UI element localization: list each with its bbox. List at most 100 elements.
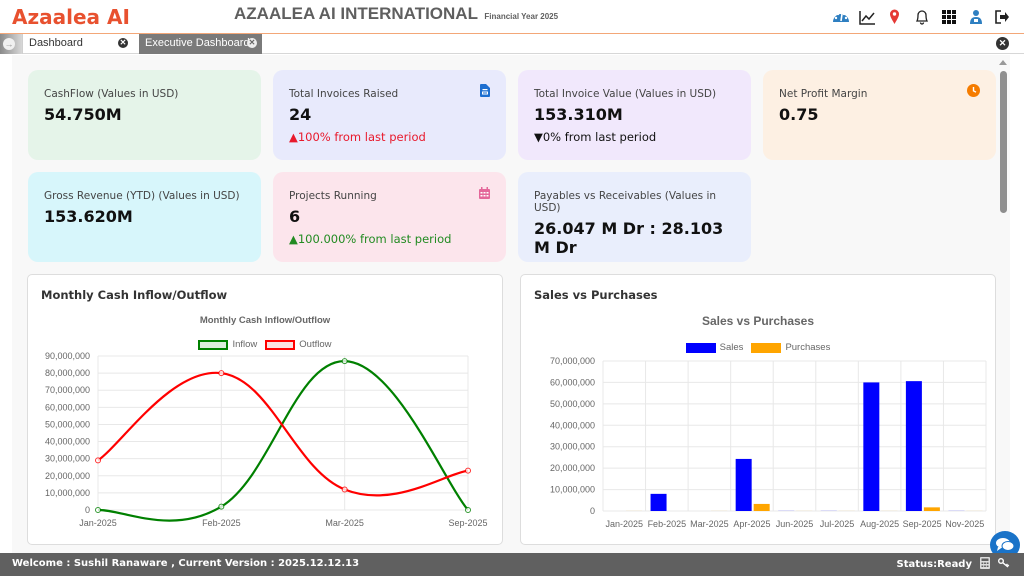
- tab-executive-dashboard[interactable]: Executive Dashboard ✕: [139, 34, 262, 54]
- calculator-icon[interactable]: [980, 557, 990, 572]
- legend-item-outflow[interactable]: Outflow: [265, 339, 332, 350]
- card-cashflow[interactable]: CashFlow (Values in USD) 54.750M: [28, 70, 261, 160]
- legend-label: Purchases: [785, 342, 831, 353]
- key-icon[interactable]: [998, 558, 1010, 571]
- apps-grid-icon[interactable]: [935, 7, 962, 27]
- tab-label: Dashboard: [29, 37, 83, 49]
- legend-swatch: [685, 342, 716, 353]
- close-all-tabs-icon[interactable]: ✕: [996, 37, 1009, 50]
- scroll-up-arrow-icon[interactable]: [999, 60, 1007, 65]
- svg-text:Sep-2025: Sep-2025: [903, 519, 942, 529]
- location-pin-icon[interactable]: [881, 7, 908, 27]
- svg-text:30,000,000: 30,000,000: [45, 454, 90, 464]
- clock-icon: [967, 84, 980, 102]
- svg-text:20,000,000: 20,000,000: [550, 463, 595, 473]
- card-value: 0.75: [779, 105, 819, 124]
- legend-swatch: [198, 339, 229, 350]
- card-label: Net Profit Margin: [779, 88, 868, 100]
- panel-sales-vs-purchases: Sales vs Purchases Sales vs Purchases Sa…: [520, 274, 996, 545]
- svg-text:Jan-2025: Jan-2025: [606, 519, 644, 529]
- user-org-icon[interactable]: [962, 7, 989, 27]
- card-value: 6: [289, 207, 301, 226]
- panel-title: Sales vs Purchases: [534, 288, 658, 302]
- svg-text:60,000,000: 60,000,000: [550, 377, 595, 387]
- vertical-scrollbar[interactable]: [996, 55, 1010, 553]
- card-label: Gross Revenue (YTD) (Values in USD): [44, 190, 240, 202]
- chart-legend: Inflow Outflow: [28, 339, 502, 350]
- svg-text:Mar-2025: Mar-2025: [690, 519, 729, 529]
- svg-text:Mar-2025: Mar-2025: [325, 518, 364, 528]
- tab-bar: → Dashboard ✕ Executive Dashboard ✕ ✕: [0, 34, 1024, 54]
- card-label: Payables vs Receivables (Values in USD): [534, 190, 717, 214]
- svg-text:70,000,000: 70,000,000: [45, 385, 90, 395]
- svg-text:60,000,000: 60,000,000: [45, 402, 90, 412]
- tab-label: Executive Dashboard: [145, 37, 250, 49]
- legend-swatch: [751, 342, 782, 353]
- card-value: 26.047 M Dr : 28.103 M Dr: [534, 219, 724, 257]
- svg-text:10,000,000: 10,000,000: [550, 485, 595, 495]
- card-trend: ▲100% from last period: [289, 130, 426, 144]
- header-divider: [0, 33, 1024, 34]
- card-payables-receivables[interactable]: Payables vs Receivables (Values in USD) …: [518, 172, 751, 262]
- dashboard-gauge-icon[interactable]: [827, 7, 854, 27]
- arrow-right-icon: →: [3, 38, 15, 50]
- svg-text:Jan-2025: Jan-2025: [79, 518, 117, 528]
- card-label: Total Invoices Raised: [289, 88, 399, 100]
- legend-swatch: [265, 339, 296, 350]
- legend-label: Outflow: [299, 339, 332, 350]
- card-total-invoices-raised[interactable]: Total Invoices Raised 24 ▲100% from last…: [273, 70, 506, 160]
- tab-dashboard[interactable]: Dashboard ✕: [22, 34, 134, 54]
- scroll-thumb[interactable]: [1000, 71, 1007, 213]
- card-net-profit-margin[interactable]: Net Profit Margin 0.75: [763, 70, 996, 160]
- line-chart[interactable]: 0 10,000,000 20,000,000 30,000,000 40,000,00…: [28, 275, 504, 546]
- bell-icon[interactable]: [908, 7, 935, 27]
- welcome-text: Welcome : Sushil Ranaware , Current Vers…: [12, 558, 360, 569]
- svg-text:70,000,000: 70,000,000: [550, 356, 595, 366]
- svg-text:Aug-2025: Aug-2025: [860, 519, 899, 529]
- svg-text:Feb-2025: Feb-2025: [648, 519, 687, 529]
- logout-icon[interactable]: [989, 7, 1016, 27]
- bar-chart[interactable]: 0 10,000,000 20,000,000 30,000,000 40,000,00…: [521, 275, 997, 546]
- company-name: AZAALEA AI INTERNATIONAL: [234, 4, 478, 23]
- close-tab-icon[interactable]: ✕: [118, 38, 128, 48]
- svg-text:80,000,000: 80,000,000: [45, 368, 90, 378]
- card-label: Total Invoice Value (Values in USD): [534, 88, 717, 100]
- close-tab-icon[interactable]: ✕: [247, 38, 257, 48]
- card-value: 24: [289, 105, 312, 124]
- svg-text:50,000,000: 50,000,000: [45, 419, 90, 429]
- svg-text:Feb-2025: Feb-2025: [202, 518, 241, 528]
- svg-text:Apr-2025: Apr-2025: [733, 519, 770, 529]
- svg-text:Sep-2025: Sep-2025: [448, 518, 487, 528]
- card-value: 153.620M: [44, 207, 133, 226]
- chat-bubble-icon: [996, 538, 1015, 551]
- svg-text:0: 0: [85, 505, 90, 515]
- card-gross-revenue[interactable]: Gross Revenue (YTD) (Values in USD) 153.…: [28, 172, 261, 262]
- status-text: Status:Ready: [896, 559, 973, 570]
- svg-text:10,000,000: 10,000,000: [45, 488, 90, 498]
- card-projects-running[interactable]: Projects Running 6 ▲100.000% from last p…: [273, 172, 506, 262]
- card-value: 54.750M: [44, 105, 122, 124]
- svg-text:30,000,000: 30,000,000: [550, 442, 595, 452]
- svg-text:Nov-2025: Nov-2025: [945, 519, 984, 529]
- trend-chart-icon[interactable]: [854, 7, 881, 27]
- sidebar-toggle[interactable]: →: [0, 34, 22, 54]
- header-toolbar: [827, 7, 1016, 27]
- card-label: CashFlow (Values in USD): [44, 88, 179, 100]
- legend-item-purchases[interactable]: Purchases: [751, 342, 830, 353]
- company-title: AZAALEA AI INTERNATIONAL Financial Year …: [234, 4, 558, 24]
- card-value: 153.310M: [534, 105, 623, 124]
- legend-item-inflow[interactable]: Inflow: [198, 339, 257, 350]
- svg-text:Jul-2025: Jul-2025: [820, 519, 855, 529]
- panel-cash-inflow-outflow: Monthly Cash Inflow/Outflow Monthly Cash…: [27, 274, 503, 545]
- card-label: Projects Running: [289, 190, 377, 202]
- dashboard-content: CashFlow (Values in USD) 54.750M Total I…: [12, 55, 1010, 553]
- card-total-invoice-value[interactable]: Total Invoice Value (Values in USD) 153.…: [518, 70, 751, 160]
- invoice-file-icon: [480, 84, 490, 102]
- svg-text:Jun-2025: Jun-2025: [776, 519, 814, 529]
- legend-label: Sales: [719, 342, 744, 353]
- app-logo[interactable]: Azaalea AI: [12, 5, 130, 29]
- chart-legend: Sales Purchases: [521, 342, 995, 353]
- legend-item-sales[interactable]: Sales: [685, 342, 744, 353]
- calendar-icon: [479, 186, 490, 204]
- svg-text:20,000,000: 20,000,000: [45, 471, 90, 481]
